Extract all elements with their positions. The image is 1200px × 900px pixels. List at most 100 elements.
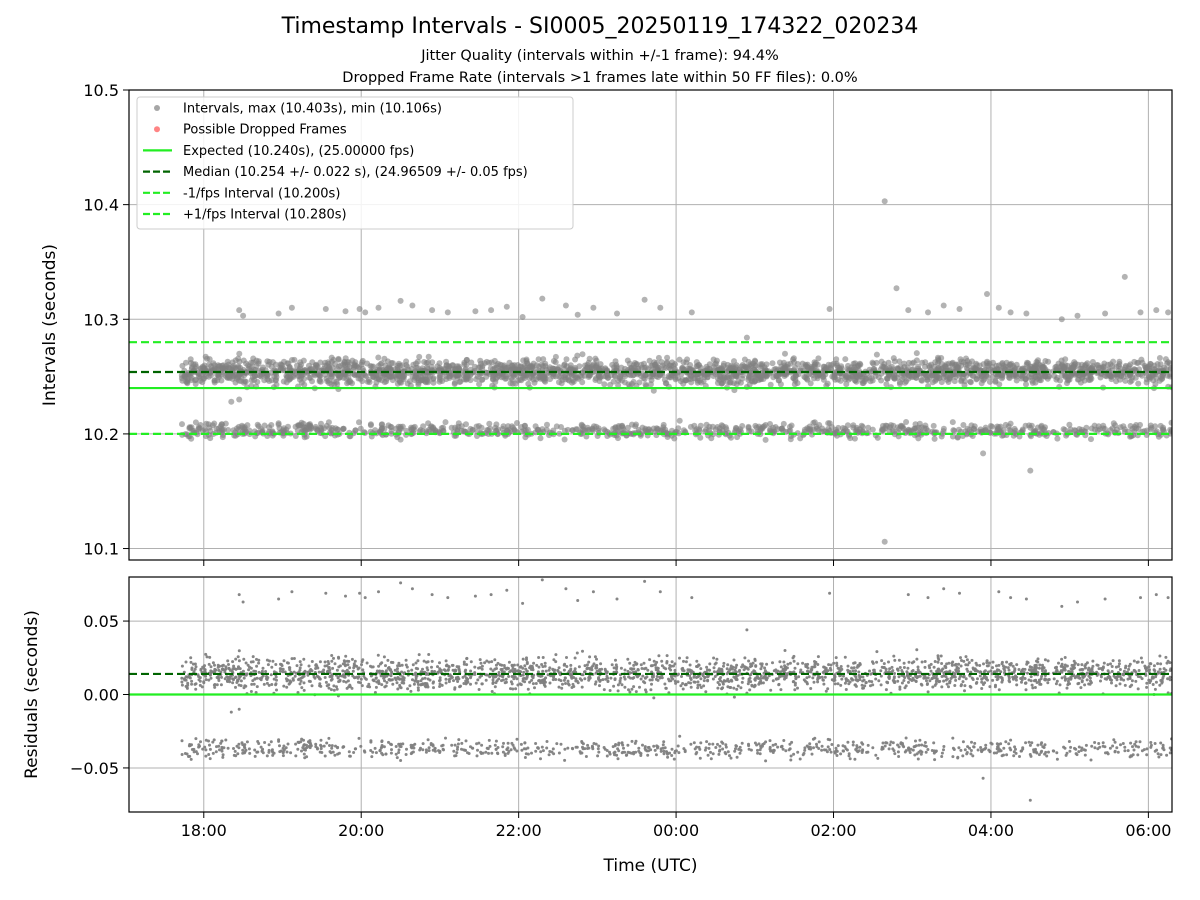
data-point: [295, 664, 299, 668]
data-point: [1035, 666, 1039, 670]
outlier-point: [905, 307, 912, 314]
data-point: [792, 659, 796, 663]
data-point: [1017, 668, 1021, 671]
data-point: [507, 660, 511, 664]
data-point: [628, 671, 632, 675]
data-point: [869, 359, 876, 366]
data-point: [1031, 686, 1035, 690]
data-point: [832, 679, 836, 683]
data-point: [959, 664, 963, 668]
data-point: [269, 359, 276, 366]
data-point: [1147, 668, 1151, 672]
data-point: [1072, 663, 1076, 667]
data-point: [916, 665, 920, 669]
data-point: [345, 668, 349, 672]
outlier-point: [614, 310, 620, 317]
data-point: [1168, 675, 1172, 679]
data-point: [1071, 667, 1075, 671]
data-point: [715, 657, 719, 661]
data-point: [519, 683, 523, 687]
data-point: [816, 677, 820, 681]
outlier-point: [275, 310, 282, 317]
data-point: [250, 682, 254, 686]
data-point: [281, 667, 285, 671]
data-point: [960, 659, 963, 662]
data-point: [375, 680, 379, 684]
data-point: [416, 353, 423, 360]
data-point: [189, 656, 193, 660]
data-point: [626, 657, 630, 661]
data-point: [269, 673, 273, 677]
data-point: [842, 356, 849, 363]
data-point: [713, 675, 717, 678]
data-point: [740, 680, 744, 684]
data-point: [1087, 366, 1094, 373]
data-point: [469, 426, 476, 433]
data-point: [310, 660, 314, 663]
data-point: [880, 659, 884, 663]
data-point: [620, 683, 624, 687]
data-point: [1035, 681, 1039, 684]
outlier-point: [743, 334, 750, 341]
data-point: [1140, 660, 1144, 664]
data-point: [835, 664, 839, 667]
data-point: [1080, 679, 1084, 683]
data-point: [1136, 366, 1143, 373]
data-point: [1137, 669, 1141, 672]
data-point: [557, 685, 561, 689]
data-point: [1111, 659, 1115, 663]
data-point: [521, 657, 525, 661]
data-point: [1158, 683, 1162, 687]
data-point: [674, 681, 678, 685]
data-point: [927, 664, 931, 668]
data-point: [684, 682, 688, 686]
data-point: [251, 655, 255, 659]
data-point: [217, 668, 221, 672]
data-point: [769, 688, 773, 692]
data-point: [1036, 657, 1040, 661]
data-point: [807, 675, 811, 679]
data-point: [534, 682, 538, 685]
data-point: [811, 676, 815, 680]
data-point: [416, 688, 420, 692]
data-point: [837, 377, 844, 384]
data-point: [870, 680, 874, 684]
data-point: [604, 367, 611, 374]
data-point: [765, 662, 769, 666]
data-point: [345, 374, 352, 381]
data-point: [736, 684, 740, 688]
data-point: [1069, 677, 1073, 681]
data-point: [1117, 659, 1121, 663]
data-point: [957, 662, 961, 666]
data-point: [952, 368, 959, 375]
data-point: [1023, 361, 1030, 368]
data-point: [615, 382, 622, 389]
data-point: [236, 350, 243, 357]
data-point: [184, 675, 188, 679]
data-point: [530, 678, 534, 682]
plot-frame: [128, 89, 1173, 561]
data-point: [610, 663, 614, 667]
data-point: [541, 669, 545, 673]
data-point: [623, 668, 627, 672]
data-point: [211, 661, 215, 665]
data-point: [640, 667, 644, 670]
data-point: [290, 657, 294, 661]
data-point: [1058, 683, 1062, 687]
data-point: [490, 660, 494, 664]
data-point: [900, 669, 904, 672]
data-point: [423, 676, 427, 680]
data-point: [1060, 657, 1064, 661]
data-point: [323, 664, 327, 668]
data-point: [961, 680, 965, 684]
data-point: [971, 678, 975, 681]
data-point: [1002, 421, 1009, 428]
data-point: [544, 421, 550, 428]
data-point: [852, 360, 859, 367]
data-point: [1083, 683, 1087, 687]
data-point: [660, 421, 667, 428]
data-point: [530, 674, 534, 678]
data-point: [286, 364, 293, 371]
data-point: [202, 353, 209, 360]
data-point: [747, 659, 751, 663]
